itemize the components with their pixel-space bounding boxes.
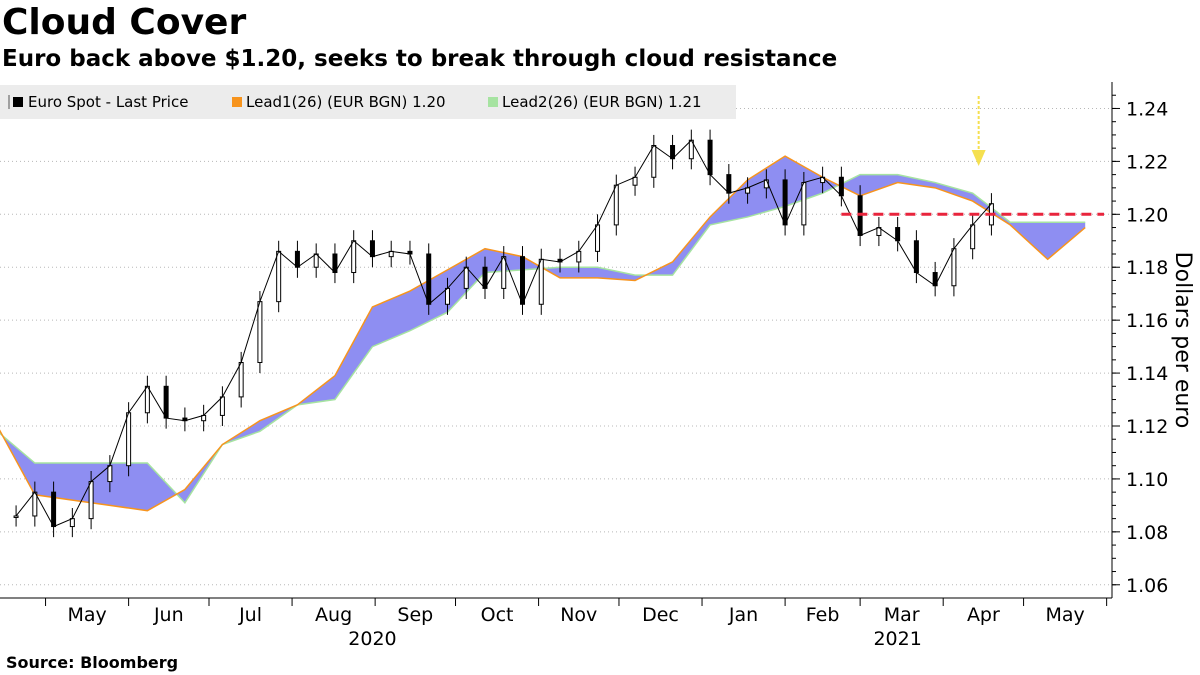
y-tick-label: 1.12	[1126, 416, 1168, 438]
price-candle	[595, 224, 601, 252]
price-candle	[369, 240, 375, 258]
legend-label: Euro Spot - Last Price	[28, 93, 188, 111]
price-candle	[276, 250, 282, 303]
lead1-line	[0, 155, 1086, 512]
price-candle	[444, 287, 450, 305]
y-tick-label: 1.10	[1126, 469, 1168, 491]
x-tick-label: May	[1045, 604, 1084, 626]
y-tick-label: 1.22	[1126, 151, 1168, 173]
x-tick-label: Feb	[806, 604, 840, 626]
price-candle	[144, 385, 150, 414]
arrow-head	[971, 150, 986, 166]
price-candle	[13, 515, 19, 518]
gridlines	[0, 107, 1112, 586]
price-candle	[613, 184, 619, 226]
price-candle	[69, 518, 75, 528]
price-candle	[351, 240, 357, 274]
axes: 1.06 1.08 1.10 1.12 1.14 1.16 1.18 1.20 1.22 1.24…	[0, 82, 1195, 650]
price-candle	[51, 491, 57, 528]
y-tick-label: 1.16	[1126, 310, 1168, 332]
price-candle	[970, 224, 976, 250]
price-candle	[632, 176, 638, 186]
price-candle	[463, 266, 469, 289]
x-year-label: 2021	[873, 628, 921, 650]
price-candle	[426, 253, 432, 305]
lead2-line	[0, 173, 1086, 504]
price-candle	[257, 301, 263, 363]
x-tick-label: Jul	[238, 604, 262, 626]
x-tick-label: Aug	[315, 604, 352, 626]
price-candle	[782, 179, 788, 226]
price-candle	[88, 481, 94, 520]
price-candle	[895, 227, 901, 242]
x-tick-label: Sep	[397, 604, 433, 626]
legend-label: Lead2(26) (EUR BGN) 1.21	[502, 93, 702, 111]
price-candle	[838, 176, 844, 197]
price-candle	[163, 385, 169, 419]
x-tick-label: Jan	[728, 604, 758, 626]
price-candle	[576, 250, 582, 263]
price-series	[13, 129, 994, 538]
legend-swatch	[488, 97, 498, 107]
price-candle	[238, 361, 244, 398]
x-tick-label: Oct	[481, 604, 514, 626]
price-candle	[219, 396, 225, 416]
price-candle	[913, 240, 919, 274]
x-tick-label: Mar	[884, 604, 920, 626]
price-candle	[801, 182, 807, 226]
y-tick-label: 1.24	[1126, 98, 1168, 120]
price-candle	[538, 258, 544, 305]
ichimoku-cloud	[0, 155, 1086, 512]
legend-swatch-price	[13, 97, 23, 107]
y-tick-label: 1.08	[1126, 522, 1168, 544]
price-candle	[707, 139, 713, 176]
legend-box	[0, 85, 736, 119]
chart-subtitle: Euro back above $1.20, seeks to break th…	[2, 46, 838, 72]
x-tick-label: Jun	[153, 604, 184, 626]
price-candle	[520, 256, 526, 305]
source-note: Source: Bloomberg	[6, 653, 179, 672]
price-candle	[951, 248, 957, 287]
x-year-label: 2020	[348, 628, 396, 650]
x-tick-label: May	[67, 604, 106, 626]
annotations	[841, 96, 1104, 216]
price-line	[15, 139, 992, 528]
x-tick-label: Nov	[560, 604, 597, 626]
price-candle	[726, 174, 732, 194]
price-candle	[294, 250, 300, 268]
chart-title: Cloud Cover	[2, 2, 247, 43]
cloud-fill	[0, 156, 1086, 511]
legend-swatch	[232, 97, 242, 107]
y-tick-label: 1.20	[1126, 204, 1168, 226]
price-candle	[651, 145, 657, 178]
x-tick-label: Dec	[642, 604, 679, 626]
y-tick-label: 1.18	[1126, 257, 1168, 279]
x-tick-label: Apr	[967, 604, 1000, 626]
legend-label: Lead1(26) (EUR BGN) 1.20	[246, 93, 446, 111]
legend: Euro Spot - Last Price Lead1(26) (EUR BGN…	[0, 85, 736, 119]
y-axis-label: Dollars per euro	[1170, 252, 1195, 429]
y-tick-label: 1.14	[1126, 363, 1168, 385]
y-tick-label: 1.06	[1126, 575, 1168, 597]
price-candle	[107, 465, 113, 483]
price-candle	[126, 412, 132, 467]
